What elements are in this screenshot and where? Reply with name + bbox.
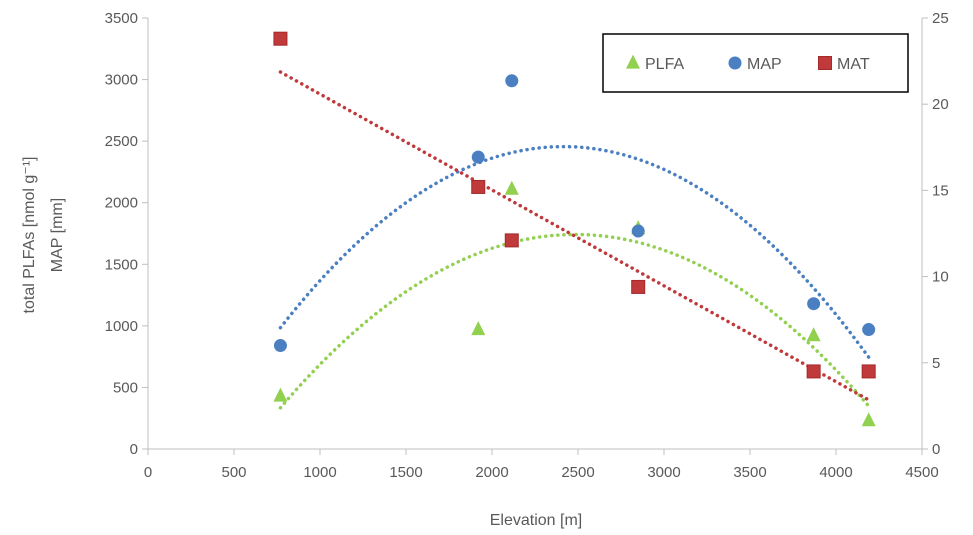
- y2-tick-label: 25: [932, 10, 949, 27]
- point-map: [505, 74, 518, 87]
- trendline-mat: [280, 72, 868, 400]
- y-tick-label: 3000: [105, 72, 138, 89]
- y-axis-label-line-1: total PLFAs [nmol g⁻¹]: [21, 157, 38, 314]
- y2-tick-label: 20: [932, 96, 949, 113]
- y-axis-label-2: MAP [mm]: [49, 198, 66, 272]
- x-tick-label: 4000: [819, 464, 852, 481]
- legend-label-map: MAP: [747, 56, 782, 73]
- y-tick-label: 2500: [105, 133, 138, 150]
- y-axis-label: total PLFAs [nmol g⁻¹]: [21, 157, 38, 314]
- y2-tick-label: 0: [932, 441, 940, 458]
- point-plfa: [471, 321, 485, 335]
- point-plfa: [862, 412, 876, 426]
- legend-label-plfa: PLFA: [645, 56, 684, 73]
- x-tick-label: 1000: [303, 464, 336, 481]
- point-plfa: [505, 181, 519, 195]
- x-tick-label: 4500: [905, 464, 938, 481]
- x-axis-label: Elevation [m]: [490, 512, 582, 529]
- trendline-map: [280, 147, 868, 358]
- point-mat: [632, 280, 645, 293]
- x-tick-label: 2000: [475, 464, 508, 481]
- y-tick-label: 3500: [105, 10, 138, 27]
- y-tick-label: 500: [113, 379, 138, 396]
- y2-tick-label: 15: [932, 182, 949, 199]
- trendline-plfa: [280, 234, 868, 407]
- y-tick-label: 2000: [105, 195, 138, 212]
- point-plfa: [273, 388, 287, 402]
- legend-label-mat: MAT: [837, 56, 870, 73]
- legend-marker-mat: [819, 57, 832, 70]
- x-tick-label: 3000: [647, 464, 680, 481]
- trendlines: [280, 72, 868, 408]
- x-tick-label: 3500: [733, 464, 766, 481]
- x-tick-label: 500: [221, 464, 246, 481]
- legend-marker-map: [729, 57, 742, 70]
- point-mat: [274, 32, 287, 45]
- y2-tick-label: 5: [932, 355, 940, 372]
- point-mat: [862, 365, 875, 378]
- y2-tick-label: 10: [932, 269, 949, 286]
- point-map: [632, 225, 645, 238]
- point-mat: [807, 365, 820, 378]
- x-tick-label: 2500: [561, 464, 594, 481]
- point-mat: [505, 234, 518, 247]
- point-map: [472, 151, 485, 164]
- point-plfa: [807, 327, 821, 341]
- y-tick-label: 0: [130, 441, 138, 458]
- point-map: [274, 339, 287, 352]
- point-map: [807, 297, 820, 310]
- point-map: [862, 323, 875, 336]
- point-mat: [472, 180, 485, 193]
- legend: PLFA MAP MAT: [603, 34, 908, 92]
- x-tick-label: 1500: [389, 464, 422, 481]
- y-tick-label: 1000: [105, 318, 138, 335]
- x-tick-label: 0: [144, 464, 152, 481]
- y-tick-label: 1500: [105, 256, 138, 273]
- y-axis-label-line-2: MAP [mm]: [49, 198, 66, 272]
